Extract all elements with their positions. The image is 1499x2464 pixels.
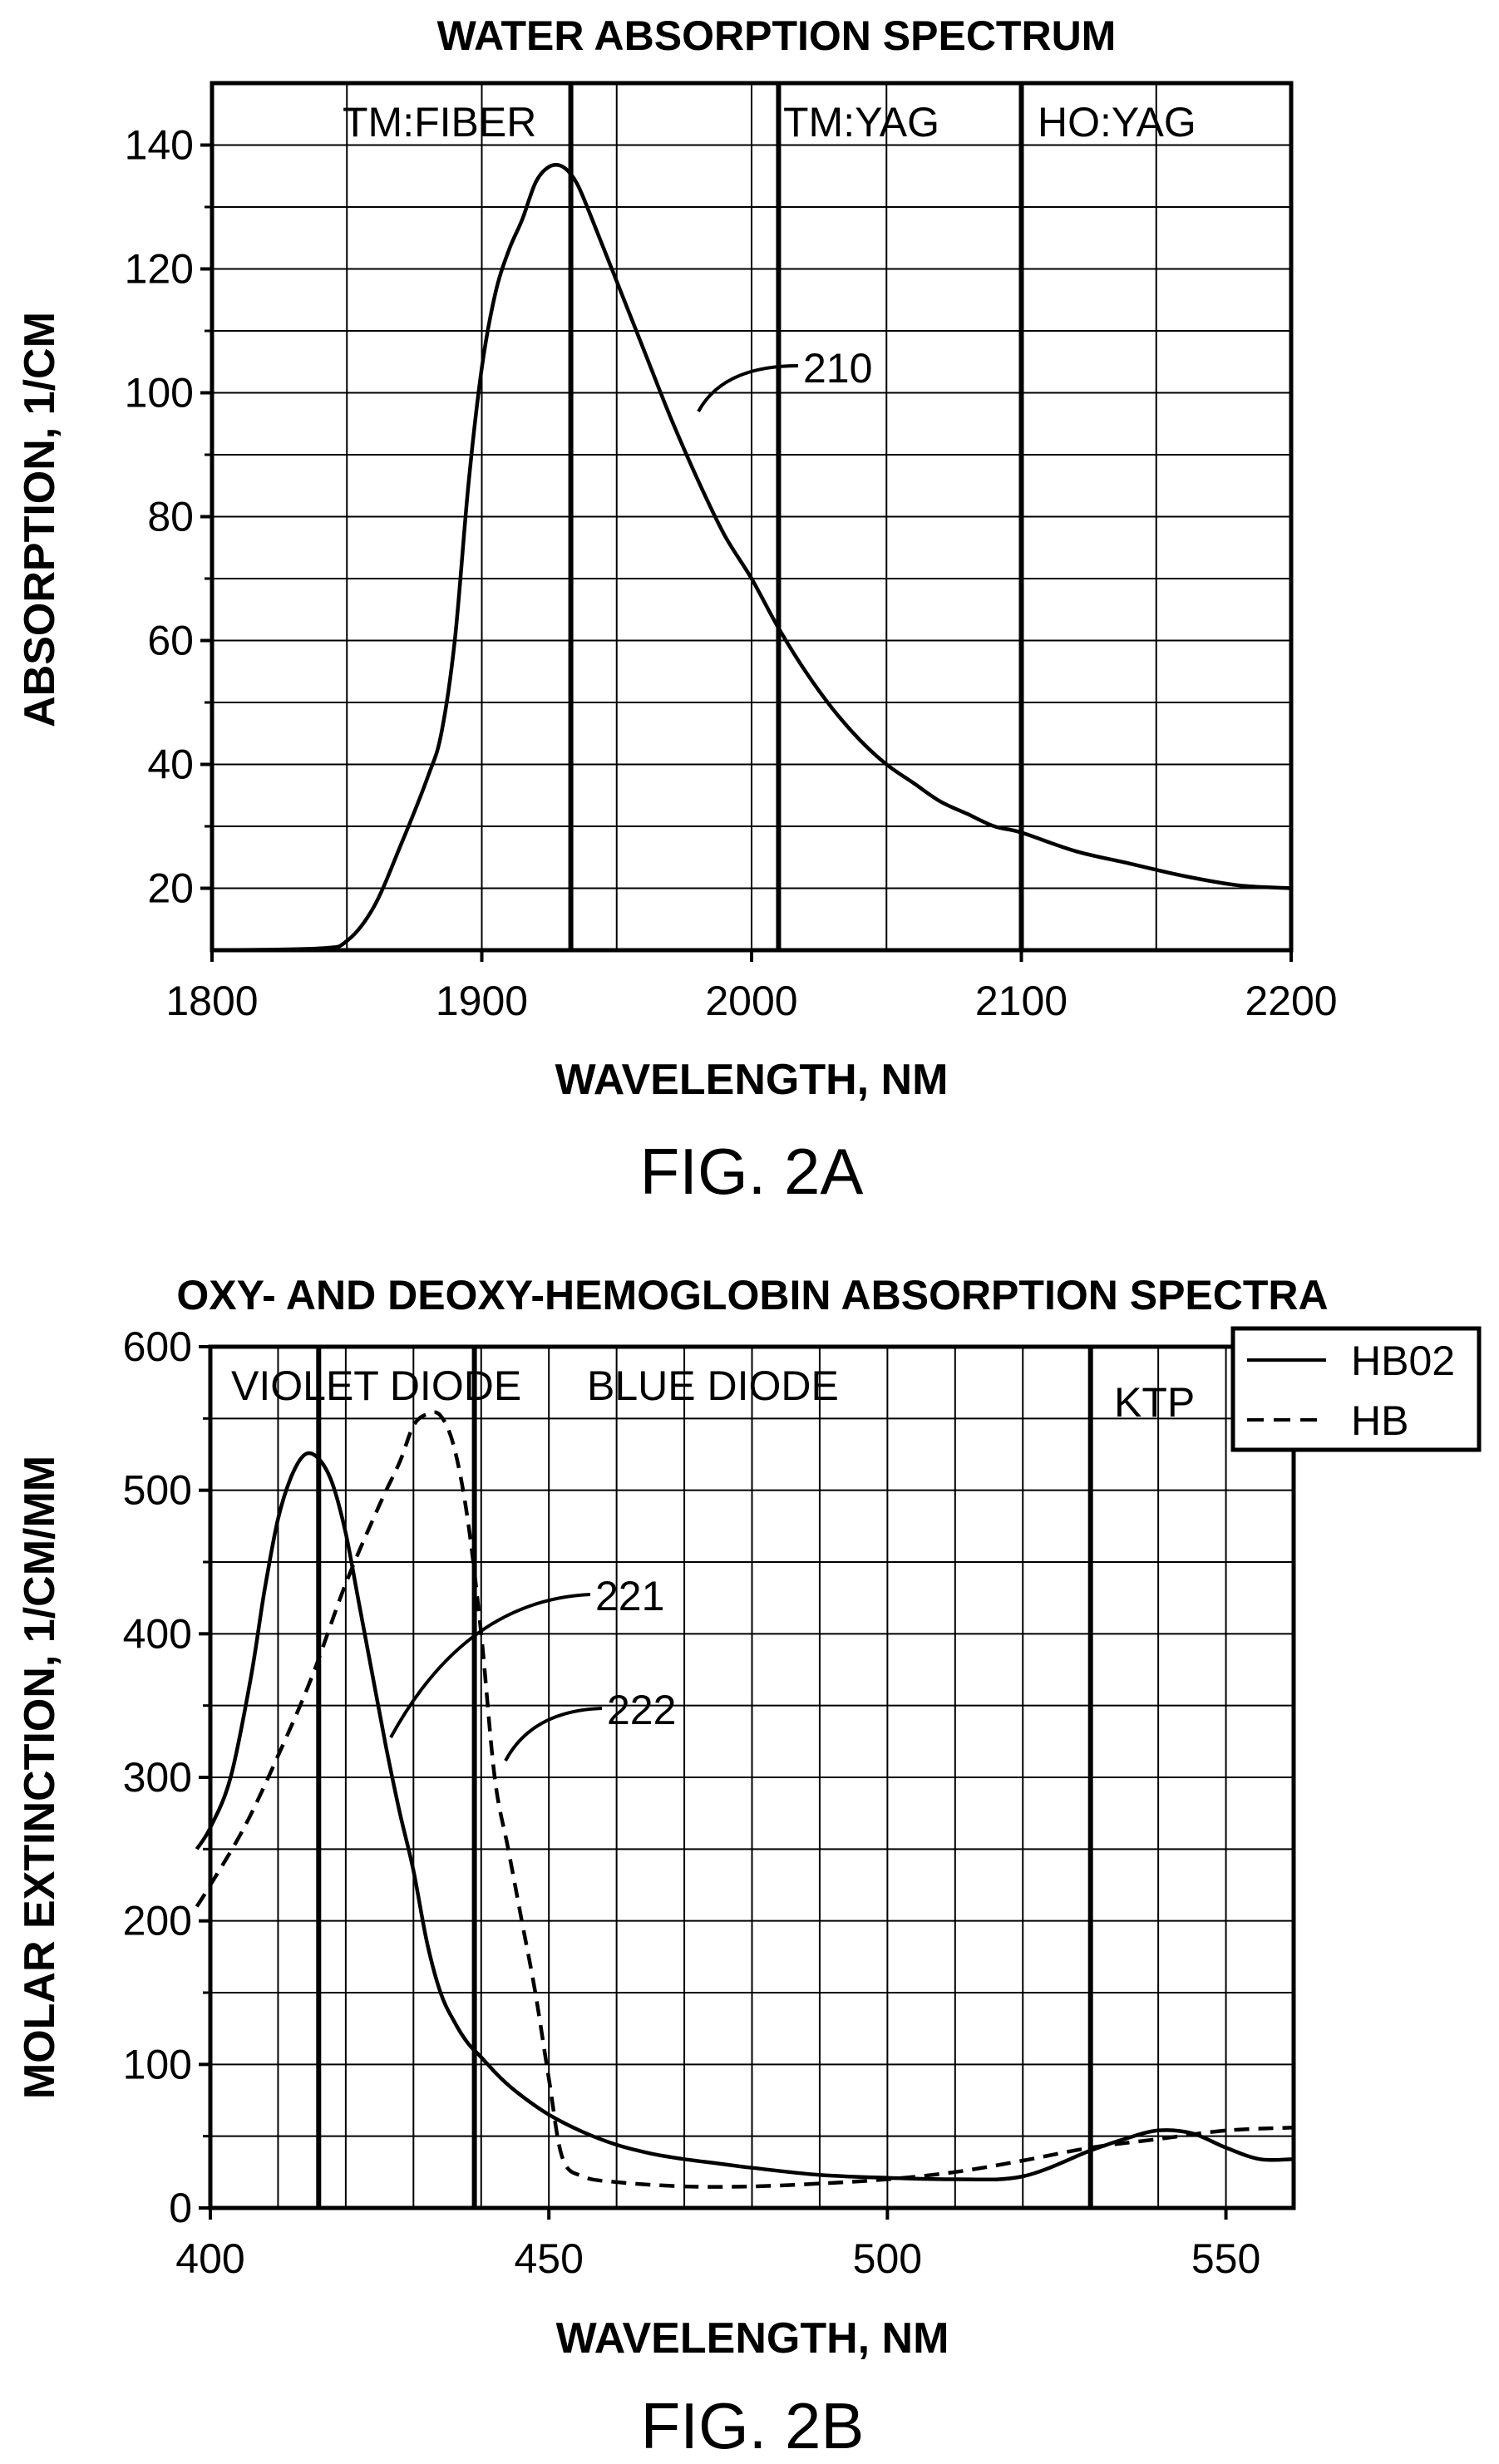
- y-tick-label: 100: [123, 2041, 192, 2087]
- x-tick-label: 550: [1191, 2235, 1260, 2282]
- y-tick-label: 600: [123, 1323, 192, 1370]
- laser-label-tm-fiber: TM:FIBER: [343, 99, 536, 145]
- series-callout-221: 221: [595, 1573, 664, 1619]
- laser-lines: [316, 1347, 1093, 2208]
- 210-series-line: [211, 163, 1292, 953]
- chart-title: OXY- AND DEOXY-HEMOGLOBIN ABSORPTION SPE…: [176, 1272, 1328, 1318]
- y-axis-label: MOLAR EXTINCTION, 1/CM/MM: [16, 1456, 64, 2099]
- y-tick-label: 40: [147, 742, 194, 788]
- x-tick-label: 2200: [1245, 978, 1337, 1024]
- hb02-series-line: [195, 1451, 1294, 2182]
- laser-label-blue-diode: BLUE DIODE: [587, 1363, 839, 1409]
- laser-label-tm-yag: TM:YAG: [783, 99, 939, 145]
- y-axis-label: ABSORPTION, 1/CM: [16, 312, 64, 727]
- plot-frame: [210, 81, 1294, 953]
- y-tick-label: 120: [125, 246, 194, 293]
- water-absorption-chart: WATER ABSORPTION SPECTRUM 20 40 60 80 100 120…: [16, 12, 1338, 1208]
- x-axis-ticks: 400 450 500 550: [175, 2208, 1260, 2282]
- grid: [210, 1347, 1294, 2208]
- y-tick-label: 20: [147, 865, 194, 912]
- figure-label: FIG. 2B: [641, 2389, 865, 2462]
- callout-leader: [697, 364, 799, 412]
- legend-label-hb: HB: [1351, 1397, 1408, 1444]
- callout-leader-222: [504, 1707, 603, 1762]
- curves: [211, 163, 1292, 953]
- laser-label-ktp: KTP: [1114, 1379, 1195, 1426]
- y-tick-label: 0: [169, 2185, 192, 2231]
- figure-label: FIG. 2A: [640, 1135, 864, 1208]
- y-axis-ticks: 20 40 60 80 100 120 140: [125, 122, 212, 912]
- hb-series-line: [195, 1410, 1294, 2189]
- x-tick-label: 1800: [165, 978, 258, 1024]
- legend-label-hb02: HB02: [1351, 1338, 1455, 1384]
- y-tick-label: 80: [147, 494, 194, 540]
- x-tick-label: 450: [514, 2235, 583, 2282]
- y-tick-label: 100: [125, 370, 194, 416]
- x-tick-label: 400: [175, 2235, 244, 2282]
- curves: [195, 1410, 1294, 2189]
- x-tick-label: 2100: [975, 978, 1068, 1024]
- laser-lines: [568, 83, 1024, 950]
- x-axis-label: WAVELENGTH, NM: [556, 2314, 949, 2363]
- series-callout-222: 222: [607, 1687, 676, 1733]
- y-tick-label: 500: [123, 1467, 192, 1514]
- y-tick-label: 140: [125, 122, 194, 169]
- laser-label-violet-diode: VIOLET DIODE: [231, 1363, 521, 1409]
- y-axis-ticks: 0 100 200 300 400 500 600: [123, 1323, 210, 2231]
- x-tick-label: 500: [853, 2235, 922, 2282]
- grid: [212, 83, 1291, 950]
- chart-title: WATER ABSORPTION SPECTRUM: [437, 12, 1117, 59]
- laser-label-ho-yag: HO:YAG: [1038, 99, 1196, 145]
- y-tick-label: 400: [123, 1610, 192, 1657]
- x-tick-label: 1900: [436, 978, 528, 1024]
- legend-box: [1230, 1326, 1482, 1452]
- series-callout-210: 210: [803, 345, 872, 392]
- y-tick-label: 60: [147, 618, 194, 664]
- plot-frame: [208, 1344, 1296, 2210]
- x-axis-ticks: 1800 1900 2000 2100 2200: [165, 950, 1338, 1024]
- callout-leader-221: [389, 1593, 591, 1738]
- x-tick-label: 2000: [705, 978, 797, 1024]
- y-tick-label: 200: [123, 1898, 192, 1944]
- legend: HB02 HB: [1230, 1326, 1482, 1452]
- x-axis-label: WAVELENGTH, NM: [555, 1056, 949, 1104]
- y-tick-label: 300: [123, 1754, 192, 1801]
- hemoglobin-absorption-chart: OXY- AND DEOXY-HEMOGLOBIN ABSORPTION SPE…: [16, 1272, 1482, 2462]
